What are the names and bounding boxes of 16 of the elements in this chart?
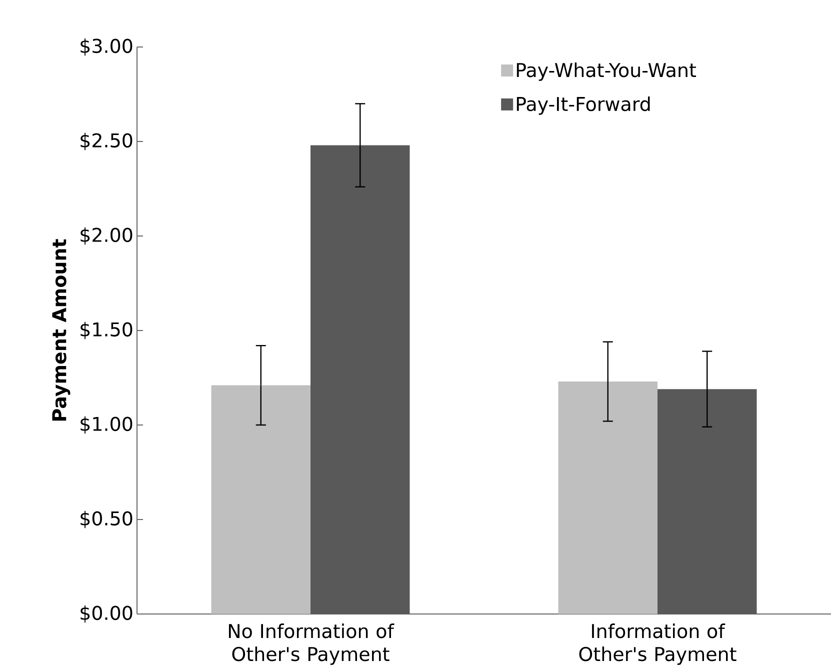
y-tick-label: $2.50 bbox=[80, 132, 132, 150]
legend-label: Pay-It-Forward bbox=[516, 96, 650, 115]
legend-label: Pay-What-You-Want bbox=[516, 62, 696, 81]
bar bbox=[211, 385, 311, 614]
y-tick-label: $0.00 bbox=[80, 605, 132, 623]
bar bbox=[658, 389, 757, 614]
y-tick-label: $0.50 bbox=[80, 510, 132, 528]
y-axis-title: Payment Amount bbox=[52, 239, 70, 421]
y-tick-label: $2.00 bbox=[80, 227, 132, 245]
y-tick-label: $3.00 bbox=[80, 38, 132, 56]
x-tick-label: No Information of Other's Payment bbox=[228, 624, 394, 665]
x-tick-label: Information of Other's Payment bbox=[579, 624, 736, 665]
bar bbox=[310, 145, 410, 614]
y-tick-label: $1.00 bbox=[80, 416, 132, 434]
bar bbox=[558, 382, 658, 614]
y-tick-label: $1.50 bbox=[80, 322, 132, 340]
